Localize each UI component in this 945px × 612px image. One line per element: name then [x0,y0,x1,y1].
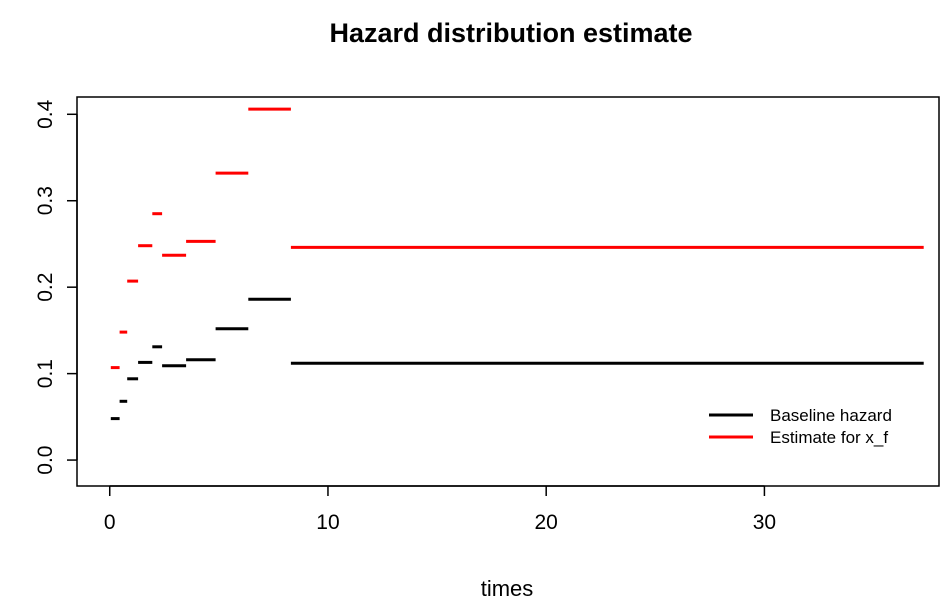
series-2 [110,107,924,370]
x-axis-label: times [481,576,534,601]
x-tick-label: 20 [535,511,558,534]
y-tick-label: 0.0 [34,445,57,474]
x-tick-label: 30 [753,511,776,534]
y-axis: 0.0 0.1 0.2 0.3 0.4 [34,99,78,475]
y-tick-label: 0.2 [34,273,57,302]
y-tick-label: 0.3 [34,186,57,215]
y-tick-label: 0.4 [34,99,57,129]
x-tick-label: 0 [104,511,116,534]
x-axis: 0 10 20 30 [104,485,776,534]
legend-label-2: Estimate for x_f [770,428,888,447]
chart-title: Hazard distribution estimate [329,18,692,48]
legend-label-1: Baseline hazard [770,406,892,425]
y-tick-label: 0.1 [34,359,57,388]
series-layer [110,107,924,421]
legend: Baseline hazard Estimate for x_f [709,406,892,447]
x-tick-label: 10 [316,511,339,534]
series-1 [110,297,924,421]
